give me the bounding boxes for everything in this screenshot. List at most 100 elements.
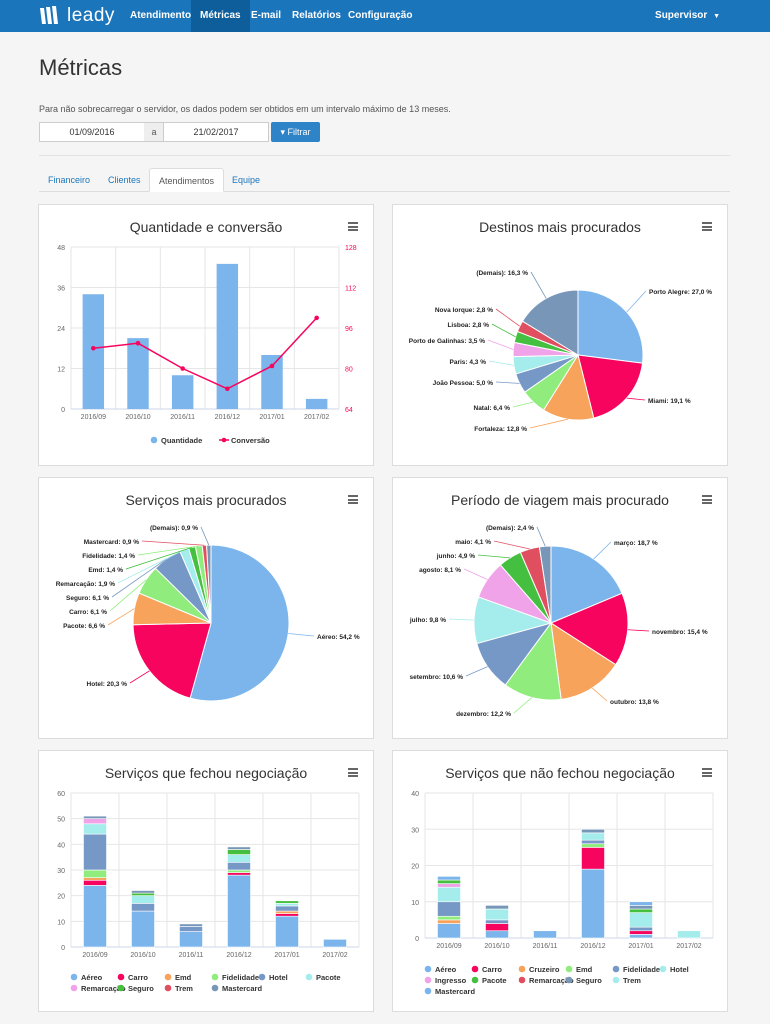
x-tick-label: 2016/10 — [484, 943, 509, 950]
legend-item-label: Fidelidade — [623, 965, 660, 974]
legend-symbol — [305, 973, 313, 981]
bar-segment — [629, 901, 653, 906]
legend-symbol — [211, 984, 219, 992]
bar-segment — [179, 931, 203, 948]
y-tick-label: 10 — [57, 919, 65, 926]
pie-connector — [200, 526, 210, 546]
pie-data-label: Nova Iorque: 2,8 % — [435, 307, 493, 314]
tab-equipe[interactable]: Equipe — [232, 175, 261, 185]
bar-segment — [227, 872, 251, 876]
pie-data-label: Paris: 4,3 % — [450, 359, 487, 366]
bar-segment — [485, 908, 509, 921]
x-tick-label: 2017/02 — [676, 943, 701, 950]
legend-symbol — [471, 976, 479, 984]
bar-segment — [275, 915, 299, 948]
pie-slice — [538, 545, 552, 624]
chart-title: Período de viagem mais procurado — [451, 492, 669, 508]
chart-title: Quantidade e conversão — [129, 219, 283, 235]
y-tick-label: 12 — [57, 367, 65, 374]
pie-slice — [550, 545, 623, 624]
bar-segment — [629, 908, 653, 913]
y2-tick-label: 128 — [345, 245, 357, 252]
x-tick-label: 2016/09 — [81, 414, 106, 421]
tab-clientes[interactable]: Clientes — [108, 175, 141, 185]
y2-tick-label: 80 — [345, 367, 353, 374]
tab-financeiro[interactable]: Financeiro — [48, 175, 91, 185]
pie-data-label: Seguro: 6,1 % — [66, 595, 109, 602]
bar-segment — [581, 839, 605, 845]
pie-slice — [521, 289, 579, 356]
pie-slice — [549, 592, 629, 666]
bar-segment — [677, 930, 701, 939]
chart-menu-icon[interactable] — [702, 768, 712, 777]
bar-segment — [83, 818, 107, 825]
date-to-input[interactable]: 21/02/2017 — [163, 122, 269, 142]
pie-data-label: agosto: 8,1 % — [419, 567, 461, 574]
pie-connector — [495, 308, 520, 327]
bar-segment — [131, 910, 155, 948]
pie-connector — [513, 697, 533, 714]
nav-atendimentos[interactable]: Atendimentos — [130, 10, 197, 21]
legend-item-label: Aéreo — [81, 973, 103, 982]
pie-connector — [626, 397, 646, 401]
legend-symbol — [117, 984, 125, 992]
bar-segment — [437, 901, 461, 917]
pie-data-label: Porto Alegre: 27,0 % — [649, 289, 712, 296]
legend-symbol — [70, 984, 78, 992]
chart-menu-icon[interactable] — [348, 222, 358, 231]
tab-atendimentos[interactable]: Atendimentos — [149, 168, 225, 192]
nav-relatorios[interactable]: Relatórios — [292, 10, 341, 21]
y-tick-label: 0 — [61, 407, 65, 414]
nav-metricas[interactable]: Métricas — [191, 0, 250, 32]
legend-symbol — [612, 965, 620, 973]
bar-segment — [629, 905, 653, 910]
pie-connector — [288, 633, 315, 637]
chart-menu-icon[interactable] — [348, 768, 358, 777]
legend-symbol — [471, 965, 479, 973]
nav-configuracao[interactable]: Configuração — [348, 10, 413, 21]
legend-item-label: Mastercard — [222, 984, 262, 993]
chart-menu-icon[interactable] — [702, 495, 712, 504]
bar-segment — [131, 903, 155, 912]
chart-menu-icon[interactable] — [702, 222, 712, 231]
y-tick-label: 30 — [411, 827, 419, 834]
legend-item-label: Remarcação — [81, 984, 126, 993]
bar-segment — [227, 849, 251, 855]
chart-servicos-svg: Aéreo: 54,2 % Hotel: 20,3 % Pacote: 6,6 % C… — [56, 525, 360, 702]
pie-data-label: Pacote: 6,6 % — [63, 623, 105, 630]
bar-segment — [437, 883, 461, 888]
x-tick-label: 2016/10 — [130, 952, 155, 959]
bar-segment — [323, 939, 347, 948]
bar-segment — [437, 879, 461, 884]
chart-menu-icon[interactable] — [348, 495, 358, 504]
legend-item-label: Trem — [623, 976, 641, 985]
user-menu[interactable]: Supervisor ▼ — [655, 0, 720, 32]
pie-data-label: Fortaleza: 12,8 % — [474, 426, 527, 433]
bar-segment — [227, 846, 251, 850]
conversion-line — [93, 317, 318, 390]
nav-email[interactable]: E-mail — [251, 10, 282, 21]
pie-data-label: setembro: 10,6 % — [410, 674, 464, 681]
y-tick-label: 0 — [61, 945, 65, 952]
bar-segment — [275, 900, 299, 904]
bar-segment — [275, 905, 299, 912]
pie-connector — [491, 323, 516, 338]
filter-button[interactable]: ▾ Filtrar — [271, 122, 320, 142]
bar-segment — [227, 869, 251, 873]
bar-segment — [131, 895, 155, 904]
legend-symbol — [70, 973, 78, 981]
leady-logo[interactable]: leady — [39, 4, 115, 28]
legend-item-label: Remarcação — [529, 976, 574, 985]
pie-connector — [626, 290, 647, 313]
y-tick-label: 10 — [411, 900, 419, 907]
bar-segment — [437, 923, 461, 939]
page-title: Métricas — [39, 55, 123, 80]
chart-title: Serviços que fechou negociação — [104, 765, 308, 781]
x-tick-label: 2017/01 — [274, 952, 299, 959]
bar-segment — [83, 869, 107, 878]
pie-connector — [465, 666, 488, 677]
bar-segment — [437, 876, 461, 881]
date-separator: a — [144, 122, 164, 142]
date-from-input[interactable]: 01/09/2016 — [39, 122, 145, 142]
bar-segment — [581, 847, 605, 870]
